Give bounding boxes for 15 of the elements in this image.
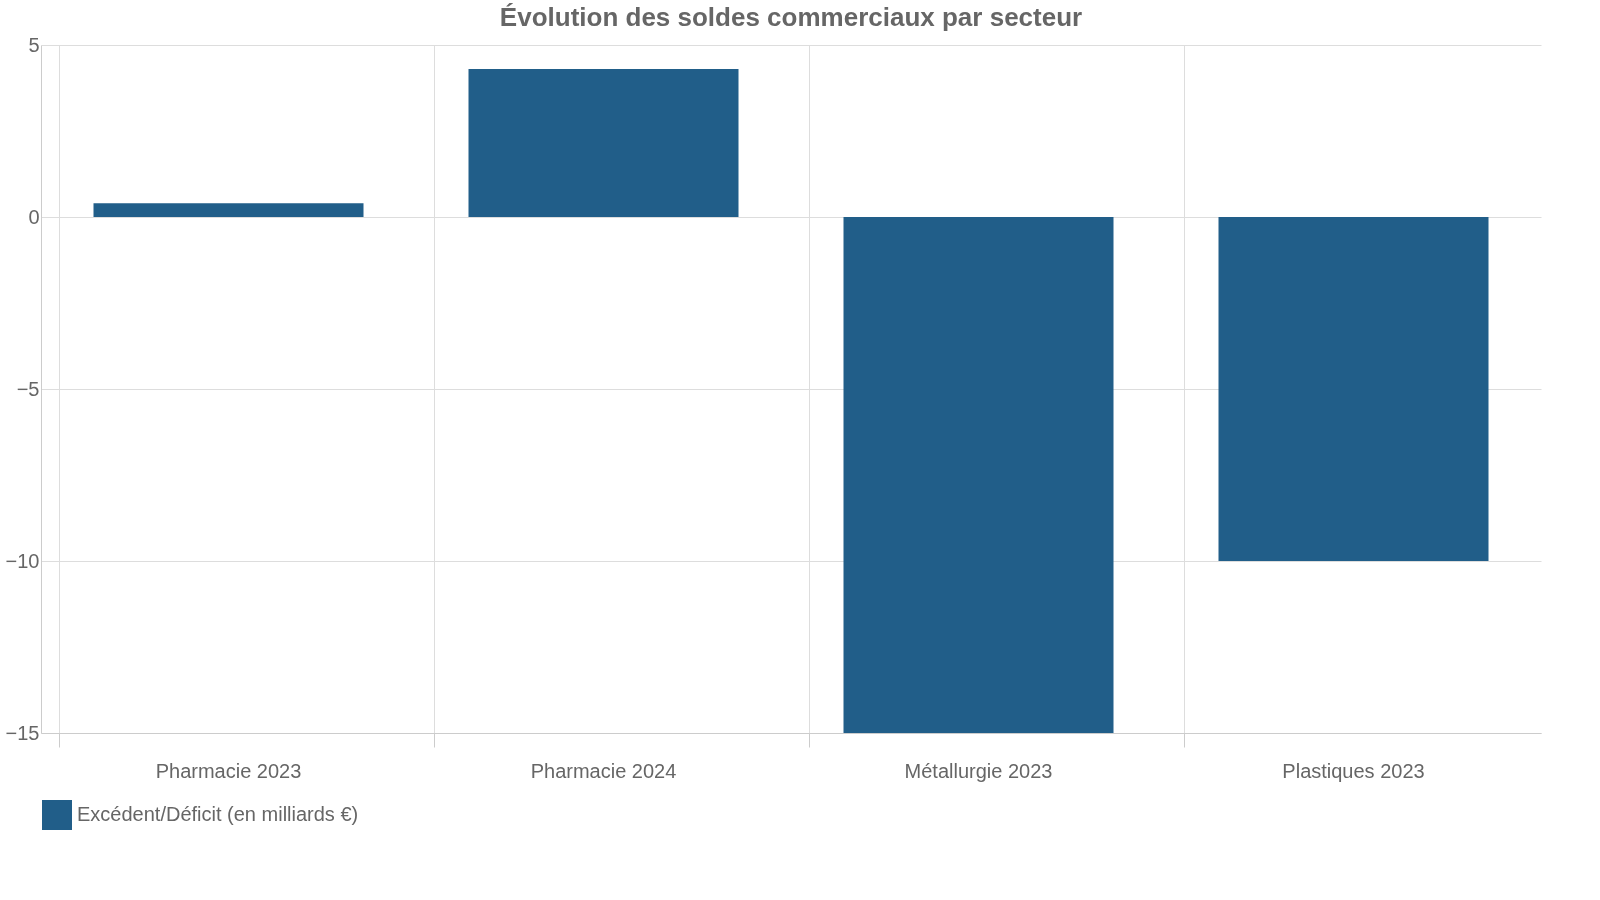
y-tick-label: −5 — [16, 377, 40, 400]
x-tick-label: Pharmacie 2024 — [530, 759, 677, 782]
bar — [1218, 217, 1489, 561]
y-tick-label: 0 — [28, 205, 40, 228]
y-tick-label: −15 — [5, 721, 40, 744]
bar — [843, 217, 1114, 733]
legend-label: Excédent/Déficit (en milliards €) — [77, 803, 359, 825]
y-tick-label: 5 — [28, 33, 40, 56]
chart-title: Évolution des soldes commerciaux par secteur — [499, 2, 1083, 32]
x-tick-label: Plastiques 2023 — [1282, 759, 1425, 782]
y-tick-label: −10 — [5, 549, 40, 572]
bar — [93, 203, 364, 217]
x-tick-label: Métallurgie 2023 — [904, 759, 1053, 782]
bar — [468, 69, 739, 217]
x-tick-label: Pharmacie 2023 — [155, 759, 302, 782]
